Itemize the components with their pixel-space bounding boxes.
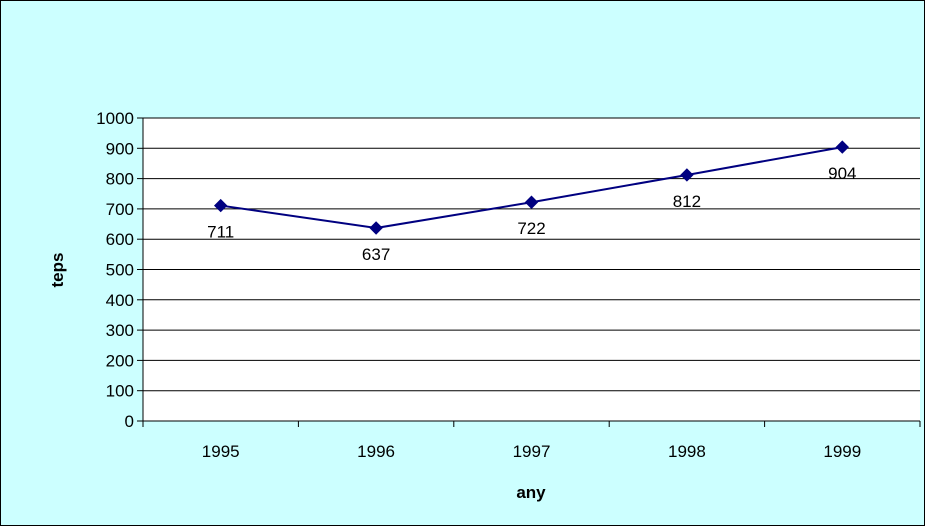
- x-tick-label-1999: 1999: [823, 442, 861, 461]
- data-label-1998: 812: [673, 192, 701, 211]
- data-label-1997: 722: [517, 219, 545, 238]
- y-tick-label-300: 300: [106, 321, 134, 340]
- data-point-1997: [524, 195, 539, 209]
- series-markers: [213, 140, 850, 235]
- y-tick-label-1000: 1000: [96, 109, 134, 128]
- y-tick-label-200: 200: [106, 351, 134, 370]
- y-axis-ticks: 0 100 200 300 400 500 600 700 800 900 1000: [96, 109, 143, 431]
- y-axis-title: teps: [48, 253, 67, 288]
- y-tick-label-600: 600: [106, 230, 134, 249]
- y-tick-label-100: 100: [106, 382, 134, 401]
- data-labels: 711 637 722 812 904: [207, 164, 856, 264]
- y-tick-label-0: 0: [125, 412, 134, 431]
- y-tick-label-900: 900: [106, 139, 134, 158]
- y-tick-label-800: 800: [106, 170, 134, 189]
- data-point-1999: [835, 140, 850, 154]
- x-tick-label-1998: 1998: [668, 442, 706, 461]
- x-axis-ticks: 1995 1996 1997 1998 1999: [142, 421, 921, 461]
- data-label-1999: 904: [828, 164, 856, 183]
- y-tick-label-700: 700: [106, 200, 134, 219]
- x-tick-label-1997: 1997: [513, 442, 551, 461]
- data-label-1996: 637: [362, 245, 390, 264]
- y-tick-label-500: 500: [106, 261, 134, 280]
- data-label-1995: 711: [207, 223, 234, 242]
- x-tick-label-1995: 1995: [202, 442, 240, 461]
- data-point-1996: [369, 221, 383, 235]
- x-tick-label-1996: 1996: [357, 442, 395, 461]
- y-tick-label-400: 400: [106, 291, 134, 310]
- data-point-1995: [213, 198, 228, 213]
- x-axis-title: any: [516, 483, 546, 502]
- data-point-1998: [680, 168, 694, 182]
